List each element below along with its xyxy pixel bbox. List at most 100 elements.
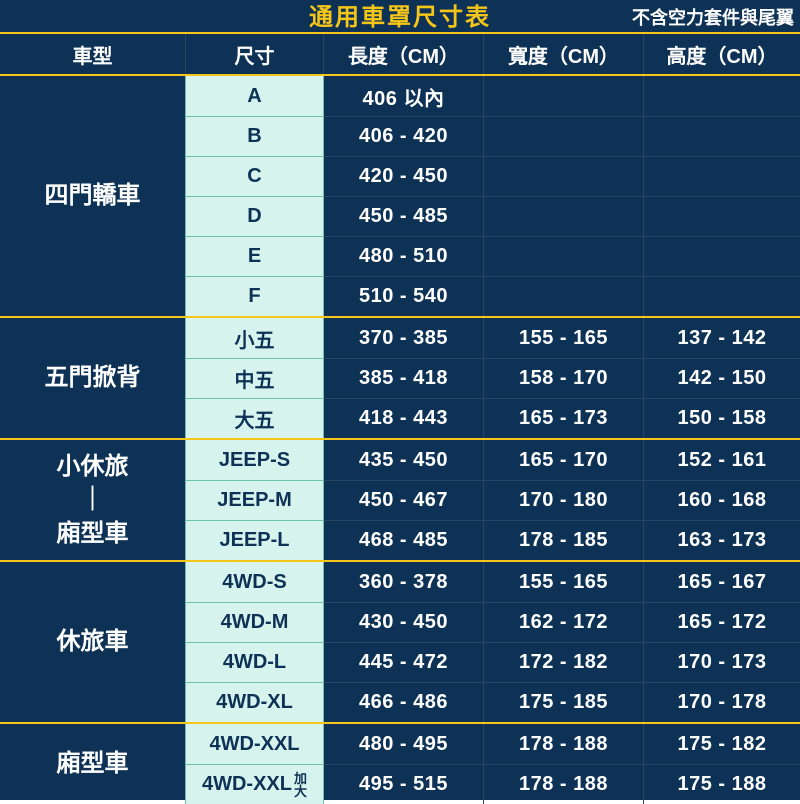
height-cell [644,276,800,316]
size-cell: 4WD-L [186,642,324,682]
length-cell: 435 - 450 [324,440,484,480]
size-cell: 4WD-S [186,562,324,602]
length-cell: 450 - 485 [324,196,484,236]
length-cell: 418 - 443 [324,398,484,438]
size-label: E [248,245,261,268]
table-row: JEEP-L468 - 485178 - 185163 - 173 [186,520,800,560]
rows-container: 4WD-S360 - 378155 - 165165 - 1674WD-M430… [186,562,800,722]
size-cell: 小五 [186,318,324,358]
size-label: 4WD-S [222,571,286,594]
length-cell: 385 - 418 [324,358,484,398]
size-label: 4WD-L [223,651,286,674]
table-row: 小五370 - 385155 - 165137 - 142 [186,318,800,358]
size-cell: 4WD-M [186,602,324,642]
size-label: 小五 [235,324,275,353]
type-cell: 五門掀背 [0,318,186,438]
table-section: 小休旅 ｜ 廂型車JEEP-S435 - 450165 - 170152 - 1… [0,438,800,560]
length-cell: 450 - 467 [324,480,484,520]
table-body: 四門轎車A406 以內 B 406 - 420C420 - 450 D 450 - 48… [0,74,800,804]
height-cell: 137 - 142 [644,318,800,358]
size-label: JEEP-L [219,529,289,552]
table-section: 四門轎車A406 以內 B 406 - 420C420 - 450 D 450 - 48… [0,74,800,316]
size-label: 4WD-M [221,611,289,634]
size-cell: B [186,116,324,156]
width-cell [484,276,644,316]
size-cell: C [186,156,324,196]
table-row: C420 - 450 [186,156,800,196]
length-cell: 360 - 378 [324,562,484,602]
size-label: 4WD-XXL [202,773,292,796]
size-suffix: 加大 [294,772,307,798]
size-cell: E [186,236,324,276]
rows-container: 小五370 - 385155 - 165137 - 142中五385 - 418… [186,318,800,438]
table-section: 休旅車4WD-S360 - 378155 - 165165 - 1674WD-M… [0,560,800,722]
width-cell: 165 - 173 [484,398,644,438]
width-cell: 170 - 180 [484,480,644,520]
length-cell: 406 以內 [324,76,484,116]
width-cell: 172 - 182 [484,642,644,682]
height-cell [644,156,800,196]
size-cell: JEEP-L [186,520,324,560]
length-cell: 406 - 420 [324,116,484,156]
size-label: 4WD-XL [216,691,293,714]
rows-container: JEEP-S 435 - 450165 - 170152 - 161 JEEP-M4… [186,440,800,560]
table-row: E 480 - 510 [186,236,800,276]
height-cell: 165 - 167 [644,562,800,602]
height-cell: 152 - 161 [644,440,800,480]
size-cell: JEEP-M [186,480,324,520]
size-label: 大五 [235,404,275,433]
width-cell: 162 - 172 [484,602,644,642]
table-section: 五門掀背小五370 - 385155 - 165137 - 142中五385 -… [0,316,800,438]
size-cell: D [186,196,324,236]
size-cell: F [186,276,324,316]
size-label: 4WD-XXL [210,733,300,756]
size-cell: 中五 [186,358,324,398]
size-table: 通用車罩尺寸表 不含空力套件與尾翼 車型 尺寸 長度（CM） 寬度（CM） 高度… [0,0,800,800]
height-cell: 175 - 182 [644,724,800,764]
table-row: 大五418 - 443165 - 173150 - 158 [186,398,800,438]
width-cell [484,76,644,116]
height-cell [644,196,800,236]
width-cell [484,236,644,276]
width-cell: 165 - 170 [484,440,644,480]
width-cell: 175 - 185 [484,682,644,722]
size-label: C [247,165,261,188]
height-cell: 142 - 150 [644,358,800,398]
size-label: B [247,125,261,148]
width-cell [484,116,644,156]
width-cell [484,156,644,196]
width-cell: 178 - 188 [484,764,644,804]
height-cell: 160 - 168 [644,480,800,520]
table-row: D 450 - 485 [186,196,800,236]
height-cell: 163 - 173 [644,520,800,560]
table-row: 4WD-M 430 - 450162 - 172165 - 172 [186,602,800,642]
width-cell: 158 - 170 [484,358,644,398]
rows-container: A406 以內 B 406 - 420C420 - 450 D 450 - 485 E 48… [186,76,800,316]
table-section: 廂型車 4WD-XXL 480 - 495178 - 188175 - 182 4WD… [0,722,800,804]
height-cell: 175 - 188 [644,764,800,804]
header-size: 尺寸 [186,34,324,74]
height-cell [644,76,800,116]
header-height: 高度（CM） [644,34,800,74]
length-cell: 480 - 495 [324,724,484,764]
size-label: D [247,205,261,228]
type-cell: 廂型車 [0,724,186,804]
length-cell: 468 - 485 [324,520,484,560]
length-cell: 370 - 385 [324,318,484,358]
table-subtitle: 不含空力套件與尾翼 [632,4,794,30]
length-cell: 495 - 515 [324,764,484,804]
table-row: A406 以內 [186,76,800,116]
size-label: JEEP-S [219,449,290,472]
table-row: B 406 - 420 [186,116,800,156]
length-cell: 430 - 450 [324,602,484,642]
height-cell: 165 - 172 [644,602,800,642]
table-title: 通用車罩尺寸表 [309,0,491,32]
length-cell: 466 - 486 [324,682,484,722]
length-cell: 480 - 510 [324,236,484,276]
size-cell: 大五 [186,398,324,438]
size-cell: A [186,76,324,116]
size-cell: JEEP-S [186,440,324,480]
size-cell: 4WD-XL [186,682,324,722]
type-cell: 四門轎車 [0,76,186,316]
size-cell: 4WD-XXL [186,724,324,764]
